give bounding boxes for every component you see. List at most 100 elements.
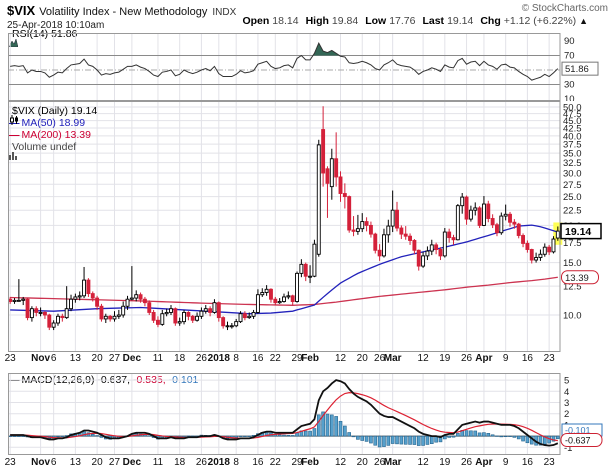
- svg-text:4: 4: [564, 387, 569, 398]
- chart-title: Volatility Index - New Methodology: [39, 6, 208, 18]
- x-tick-label: 27: [108, 457, 121, 468]
- low-value: 17.76: [389, 15, 416, 27]
- x-tick-label: Nov: [31, 353, 51, 364]
- x-axis-bottom: 23 Nov 6 13 20 27 Dec 11 18 26 2018 8 16 22 29 Feb 12 20 2…: [0, 456, 615, 470]
- x-tick-label: 26: [460, 353, 473, 364]
- svg-text:50.0: 50.0: [563, 103, 582, 114]
- svg-text:-0.637: -0.637: [565, 436, 591, 446]
- x-tick-label: 26: [460, 457, 473, 468]
- ma200-legend-row: — MA(200) 13.39: [9, 129, 97, 141]
- x-tick-label: 2018: [207, 353, 230, 364]
- x-tick-label: 9: [502, 353, 509, 364]
- svg-text:13.39: 13.39: [565, 273, 589, 284]
- last-label: Last: [422, 15, 445, 27]
- svg-text:27.5: 27.5: [563, 180, 582, 191]
- svg-text:45.0: 45.0: [563, 116, 582, 127]
- series-legend-row: $VIX (Daily) 19.14: [9, 105, 97, 125]
- svg-text:3: 3: [564, 398, 569, 409]
- x-tick-label: 12: [417, 457, 429, 468]
- x-tick-label: 12: [334, 353, 347, 364]
- x-tick-label: 19: [439, 353, 451, 364]
- chg-value: +1.12 (+6.22%): [503, 15, 577, 27]
- x-tick-label: Feb: [301, 457, 319, 468]
- svg-text:42.5: 42.5: [563, 124, 582, 135]
- quote-strip: Open 18.14 High 19.84 Low 17.76 Last 19.14 Chg +1…: [235, 15, 588, 27]
- svg-text:22.5: 22.5: [563, 206, 582, 217]
- x-tick-label: 23: [543, 353, 555, 364]
- ma50-line-icon: —: [9, 117, 19, 129]
- chg-label: Chg: [480, 15, 501, 27]
- volume-legend: Volume undef: [12, 141, 77, 153]
- svg-text:10: 10: [564, 94, 575, 101]
- x-tick-label: Mar: [383, 457, 402, 468]
- x-tick-label: 20: [91, 457, 103, 468]
- x-tick-label: 18: [174, 457, 186, 468]
- rsi-panel: 90 70 30 10 51.86: [8, 33, 599, 101]
- x-tick-label: Dec: [122, 457, 142, 468]
- x-axis-mid: 23 Nov 6 13 20 27 Dec 11 18 26 2018 8 16 22 29 Feb 12 20 2…: [0, 352, 615, 366]
- price-legend: $VIX (Daily) 19.14 — MA(50) 18.99 — MA(200…: [9, 105, 97, 160]
- open-value: 18.14: [272, 15, 299, 27]
- x-tick-label: 29: [291, 353, 303, 364]
- x-tick-label: 2018: [207, 457, 230, 468]
- x-tick-label: 26: [195, 353, 207, 364]
- x-tick-label: 13: [69, 457, 81, 468]
- ma50-legend: MA(50) 18.99: [21, 117, 86, 129]
- svg-text:47.5: 47.5: [563, 109, 582, 120]
- header-title-row: $VIX Volatility Index - New Methodology IN…: [7, 2, 608, 20]
- x-tick-label: 11: [152, 457, 164, 468]
- svg-text:5: 5: [564, 376, 569, 387]
- x-tick-label: 22: [269, 457, 281, 468]
- price-panel: 50.047.545.042.540.037.535.032.530.027.5…: [8, 101, 602, 352]
- x-tick-label: Mar: [383, 353, 402, 364]
- x-tick-label: 22: [269, 353, 281, 364]
- ma200-legend: MA(200) 13.39: [21, 129, 91, 141]
- x-tick-label: 27: [108, 353, 121, 364]
- high-label: High: [305, 15, 329, 27]
- x-tick-label: 23: [4, 457, 16, 468]
- svg-text:30: 30: [564, 80, 575, 91]
- up-arrow-icon: ▲: [579, 16, 588, 26]
- x-tick-label: Apr: [475, 457, 493, 468]
- x-tick-label: 16: [252, 457, 264, 468]
- header-quote-row: 25-Apr-2018 10:10am Open 18.14 High 19.84 Lo…: [7, 15, 608, 33]
- x-tick-label: 6: [50, 353, 57, 364]
- x-tick-label: 9: [502, 457, 509, 468]
- x-tick-label: 16: [252, 353, 264, 364]
- x-tick-label: 8: [233, 353, 239, 364]
- ma50-legend-row: — MA(50) 18.99: [9, 117, 97, 129]
- x-tick-label: Apr: [475, 353, 493, 364]
- svg-text:-1: -1: [564, 443, 572, 454]
- x-tick-label: 23: [543, 457, 555, 468]
- x-tick-label: 23: [4, 353, 16, 364]
- open-label: Open: [242, 15, 270, 27]
- svg-text:2: 2: [564, 409, 569, 420]
- svg-text:30.0: 30.0: [563, 169, 582, 180]
- x-tick-label: 8: [233, 457, 239, 468]
- last-value: 19.14: [447, 15, 474, 27]
- high-value: 19.84: [331, 15, 359, 27]
- x-tick-label: 20: [91, 353, 103, 364]
- svg-text:35.0: 35.0: [563, 149, 582, 160]
- x-tick-label: 26: [374, 457, 386, 468]
- volume-legend-row: Volume undef: [9, 141, 97, 160]
- svg-text:12.5: 12.5: [563, 282, 582, 293]
- svg-text:37.5: 37.5: [563, 140, 582, 151]
- svg-text:15.0: 15.0: [563, 258, 582, 269]
- x-tick-label: 26: [374, 353, 386, 364]
- svg-text:32.5: 32.5: [563, 158, 582, 169]
- svg-text:-0.101: -0.101: [565, 426, 591, 436]
- svg-text:70: 70: [564, 51, 575, 62]
- symbol: $VIX: [7, 3, 36, 18]
- svg-text:40.0: 40.0: [563, 131, 582, 142]
- svg-text:17.5: 17.5: [563, 238, 582, 249]
- x-tick-label: 12: [334, 457, 347, 468]
- x-tick-label: 29: [291, 457, 303, 468]
- ma200-line-icon: —: [9, 129, 19, 141]
- x-tick-label: 16: [521, 457, 533, 468]
- x-tick-label: 13: [69, 353, 81, 364]
- x-tick-label: Nov: [31, 457, 51, 468]
- svg-text:25.0: 25.0: [563, 192, 582, 203]
- low-label: Low: [365, 15, 387, 27]
